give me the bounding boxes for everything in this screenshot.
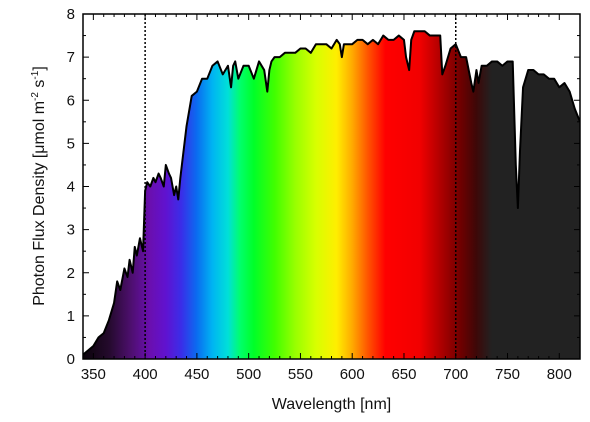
x-axis-title: Wavelength [nm] [272,396,391,413]
y-tick-label: 1 [67,308,75,325]
y-axis-title-part: Photon Flux Density [μmol m [31,101,48,306]
x-tick-label: 750 [495,366,520,383]
y-tick-label: 7 [67,49,75,66]
y-tick-label: 0 [67,351,75,368]
y-tick-label: 3 [67,222,75,239]
y-tick-label: 8 [67,6,75,23]
plot-area [83,14,580,359]
x-tick-label: 800 [547,366,572,383]
y-tick-label: 4 [67,179,75,196]
spectrum-line [83,30,580,356]
y-tick-label: 5 [67,135,75,152]
reference-lines [144,14,457,359]
y-tick-label: 2 [67,265,75,282]
y-axis-title-sup: -1 [30,70,41,79]
x-tick-label: 650 [391,366,416,383]
x-tick-label: 550 [288,366,313,383]
y-axis: 0 1 2 3 4 5 6 7 8 [67,6,580,368]
y-axis-title-part: ] [31,66,48,70]
y-tick-label: 6 [67,92,75,109]
spectrum-area [83,31,580,359]
x-tick-label: 450 [184,366,209,383]
y-axis-title-sup: -2 [30,92,41,101]
y-axis-title-part: s [31,80,48,92]
x-tick-label: 700 [443,366,468,383]
y-axis-title: Photon Flux Density [μmol m-2 s-1] [30,66,48,306]
x-axis: 350 400 450 500 550 600 650 700 750 800 [81,14,572,383]
x-tick-label: 400 [133,366,158,383]
x-tick-label: 350 [81,366,106,383]
x-tick-label: 500 [236,366,261,383]
x-tick-label: 600 [340,366,365,383]
